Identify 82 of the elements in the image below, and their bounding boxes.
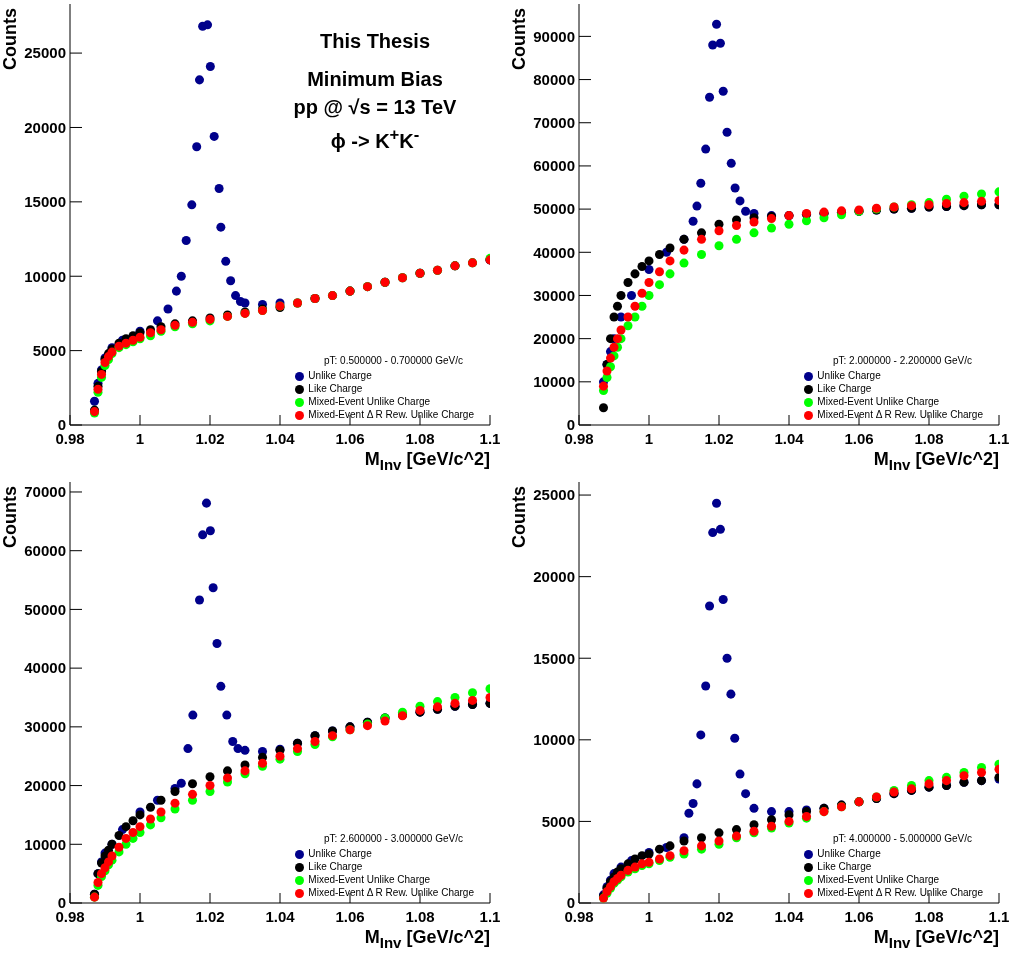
x-tick-label: 1 (644, 429, 654, 447)
x-tick-label: 1.08 (914, 907, 944, 925)
y-tick-label: 15000 (533, 649, 575, 667)
legend-label: Like Charge (308, 383, 363, 394)
legend-label: Mixed-Event Unlike Charge (308, 874, 431, 885)
y-tick-label: 60000 (24, 542, 66, 560)
x-tick-label: 1.06 (844, 429, 874, 447)
legend-label: Mixed-Event Δ R Rew. Unlike Charge (817, 887, 983, 898)
legend-label: Unlike Charge (308, 848, 372, 859)
x-tick-label: 1 (135, 907, 145, 925)
y-axis-title: Counts (509, 486, 530, 548)
x-axis-title: M$_{Inv}$ [GeV/c^2] (364, 449, 490, 473)
legend-label: Mixed-Event Δ R Rew. Unlike Charge (817, 409, 983, 420)
x-tick-label: 1.04 (265, 429, 296, 447)
y-tick-label: 5000 (541, 812, 575, 830)
y-tick-label: 20000 (533, 329, 575, 347)
y-tick-label: 50000 (533, 200, 575, 218)
annotation: This Thesis (319, 29, 431, 54)
x-tick-label: 1.04 (265, 907, 296, 925)
x-tick-label: 1.04 (774, 907, 805, 925)
y-tick-label: 70000 (533, 114, 575, 132)
x-axis-title: M$_{Inv}$ [GeV/c^2] (873, 927, 999, 951)
y-tick-label: 90000 (533, 27, 575, 45)
x-tick-label: 1.06 (335, 907, 365, 925)
y-tick-label: 60000 (533, 157, 575, 175)
x-tick-label: 1.08 (405, 907, 435, 925)
y-axis-title: Counts (0, 486, 21, 548)
y-tick-label: 20000 (533, 567, 575, 585)
y-tick-label: 40000 (24, 659, 66, 677)
legend-title: pT: 0.500000 - 0.700000 GeV/c (324, 354, 463, 367)
legend-label: Mixed-Event Unlike Charge (308, 396, 431, 407)
x-tick-label: 1.04 (774, 429, 805, 447)
legend-title: pT: 2.000000 - 2.200000 GeV/c (833, 354, 972, 367)
legend-label: Like Charge (817, 861, 872, 872)
y-tick-label: 10000 (24, 835, 66, 853)
legend-title: pT: 2.600000 - 3.000000 GeV/c (324, 832, 463, 845)
y-tick-label: 25000 (24, 44, 66, 62)
legend-label: Unlike Charge (308, 370, 372, 381)
legend-label: Unlike Charge (817, 370, 881, 381)
x-tick-label: 1.1 (479, 907, 501, 925)
legend-title: pT: 4.000000 - 5.000000 GeV/c (833, 832, 972, 845)
y-tick-label: 25000 (533, 486, 575, 504)
legend-label: Mixed-Event Unlike Charge (817, 874, 940, 885)
x-tick-label: 1.06 (335, 429, 365, 447)
annotation: ϕ -> K$^{+}$K$^{-}$ (329, 124, 421, 154)
x-tick-label: 1.06 (844, 907, 874, 925)
y-tick-label: 80000 (533, 70, 575, 88)
legend-label: Mixed-Event Δ R Rew. Unlike Charge (308, 409, 474, 420)
y-tick-label: 50000 (24, 600, 66, 618)
legend-label: Like Charge (308, 861, 363, 872)
y-axis-title: Counts (509, 8, 530, 70)
y-tick-label: 30000 (24, 718, 66, 736)
x-tick-label: 1.02 (195, 907, 225, 925)
x-tick-label: 1.02 (195, 429, 225, 447)
y-tick-label: 15000 (24, 193, 66, 211)
y-tick-label: 40000 (533, 243, 575, 261)
y-tick-label: 20000 (24, 776, 66, 794)
x-axis-title: M$_{Inv}$ [GeV/c^2] (364, 927, 490, 951)
x-tick-label: 1.1 (988, 429, 1010, 447)
x-tick-label: 1.1 (988, 907, 1010, 925)
x-tick-label: 1.08 (914, 429, 944, 447)
annotation: Minimum Bias (306, 67, 444, 92)
y-tick-label: 5000 (32, 341, 66, 359)
x-tick-label: 1.02 (704, 429, 734, 447)
y-tick-label: 70000 (24, 483, 66, 501)
legend-label: Mixed-Event Δ R Rew. Unlike Charge (308, 887, 474, 898)
y-axis-title: Counts (0, 8, 21, 70)
y-tick-label: 10000 (24, 267, 66, 285)
y-tick-label: 30000 (533, 286, 575, 304)
x-axis-title: M$_{Inv}$ [GeV/c^2] (873, 449, 999, 473)
y-tick-label: 10000 (533, 373, 575, 391)
x-tick-label: 1.1 (479, 429, 501, 447)
x-tick-label: 1 (135, 429, 145, 447)
annotation: pp @ √s = 13 TeV (292, 95, 458, 120)
legend-label: Like Charge (817, 383, 872, 394)
x-tick-label: 1 (644, 907, 654, 925)
y-tick-label: 10000 (533, 731, 575, 749)
legend-label: Unlike Charge (817, 848, 881, 859)
legend-label: Mixed-Event Unlike Charge (817, 396, 940, 407)
x-tick-label: 1.08 (405, 429, 435, 447)
y-tick-label: 20000 (24, 118, 66, 136)
x-tick-label: 1.02 (704, 907, 734, 925)
